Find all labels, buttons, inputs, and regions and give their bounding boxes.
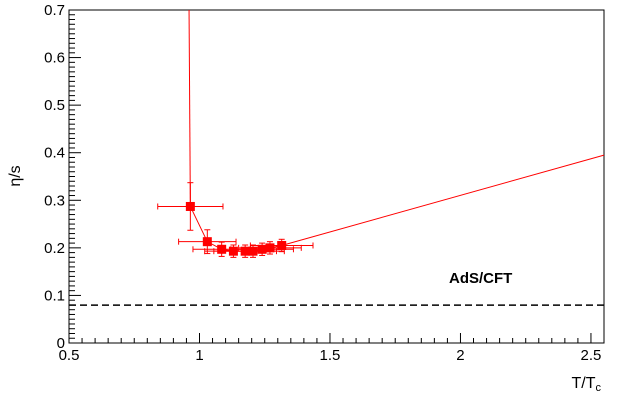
y-tick-label: 0.5 (44, 97, 65, 114)
x-axis-title-main: T/T (572, 375, 596, 392)
data-point-square (257, 244, 267, 254)
x-tick-label: 1.5 (320, 347, 341, 364)
y-tick-label: 0.1 (44, 287, 65, 304)
data-point-square (277, 240, 287, 250)
x-tick-label: 2 (456, 347, 464, 364)
y-tick-label: 0.6 (44, 50, 65, 67)
data-point-square (217, 244, 227, 254)
x-tick-label: 1 (195, 347, 203, 364)
data-point-square (248, 246, 258, 256)
y-tick-label: 0 (57, 335, 65, 352)
x-axis-title-sub: c (596, 382, 602, 394)
y-tick-label: 0.4 (44, 145, 65, 162)
y-tick-label: 0.7 (44, 2, 65, 19)
x-tick-label: 2.5 (581, 347, 602, 364)
data-point-square (228, 246, 238, 256)
axis-ticks (68, 9, 605, 344)
data-point-square (265, 243, 275, 253)
data-point-square (202, 237, 212, 247)
plot-frame-rect (68, 9, 605, 344)
y-axis-title: η/s (7, 165, 24, 186)
x-tick-label: 0.5 (59, 347, 80, 364)
x-axis-title: T/Tc (572, 375, 602, 394)
low-temperature-branch-line (188, 9, 191, 207)
y-tick-label: 0.3 (44, 192, 65, 209)
tick-labels: 0.5 1 1.5 2 2.5 0 0.1 0.2 0.3 0.4 0.5 0.6 0.7 (44, 2, 601, 364)
data-point-square (240, 246, 250, 256)
reference-line-label: AdS/CFT (449, 270, 512, 287)
data-series (157, 9, 605, 258)
plot-frame (68, 9, 605, 344)
high-temperature-branch-line (281, 154, 605, 246)
data-point-square (185, 201, 195, 211)
y-tick-label: 0.2 (44, 240, 65, 257)
